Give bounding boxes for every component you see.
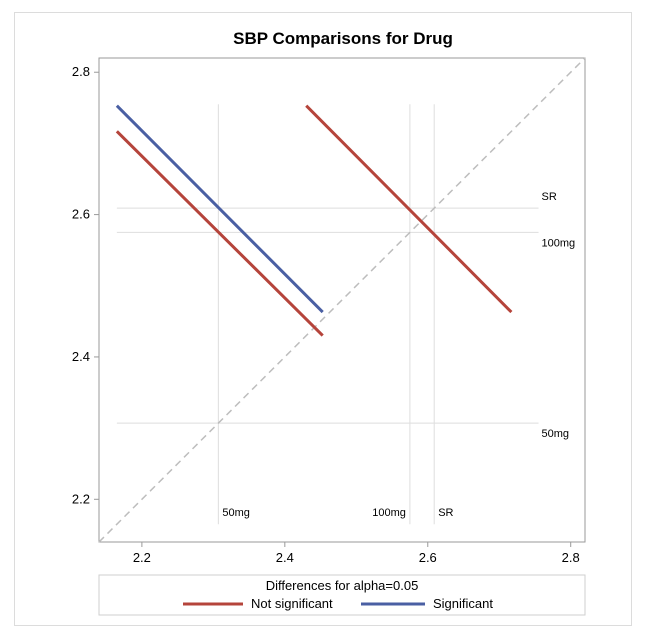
- plot-area: [98, 57, 586, 543]
- y-tick-label: 2.2: [72, 491, 90, 506]
- chart-title: SBP Comparisons for Drug: [233, 29, 453, 48]
- diagonal-reference-line: [98, 57, 586, 543]
- level-label-right-SR: SR: [542, 191, 557, 203]
- comparison-segments: [115, 104, 513, 337]
- x-axis: 2.2 2.4 2.6 2.8: [133, 542, 580, 565]
- x-tick-label: 2.6: [419, 550, 437, 565]
- segment-not-significant-1: [115, 130, 324, 337]
- y-tick-label: 2.4: [72, 349, 90, 364]
- level-label-bottom-50mg: 50mg: [222, 507, 250, 519]
- chart-frame: SBP Comparisons for Drug 50mg 50mg 100mg 10…: [14, 12, 632, 626]
- y-tick-label: 2.8: [72, 64, 90, 79]
- legend-entries: Not significant Significant: [183, 596, 493, 611]
- level-labels: 50mg 50mg 100mg 100mg SR SR: [222, 191, 575, 519]
- level-label-right-50mg: 50mg: [542, 428, 570, 440]
- y-axis: 2.2 2.4 2.6 2.8: [72, 64, 99, 506]
- legend-box: [98, 574, 586, 616]
- x-tick-label: 2.2: [133, 550, 151, 565]
- level-label-bottom-SR: SR: [438, 507, 453, 519]
- level-label-bottom-100mg: 100mg: [372, 507, 406, 519]
- x-tick-label: 2.4: [276, 550, 294, 565]
- y-tick-label: 2.6: [72, 207, 90, 222]
- segment-not-significant-2: [305, 104, 513, 314]
- reference-lines: [116, 104, 539, 525]
- legend-label-not-significant: Not significant: [251, 596, 333, 611]
- legend-title: Differences for alpha=0.05: [266, 578, 419, 593]
- x-tick-label: 2.8: [562, 550, 580, 565]
- segment-significant-1: [115, 104, 324, 314]
- level-label-right-100mg: 100mg: [542, 237, 576, 249]
- diffogram-chart: SBP Comparisons for Drug 50mg 50mg 100mg 10…: [72, 29, 586, 616]
- legend-label-significant: Significant: [433, 596, 493, 611]
